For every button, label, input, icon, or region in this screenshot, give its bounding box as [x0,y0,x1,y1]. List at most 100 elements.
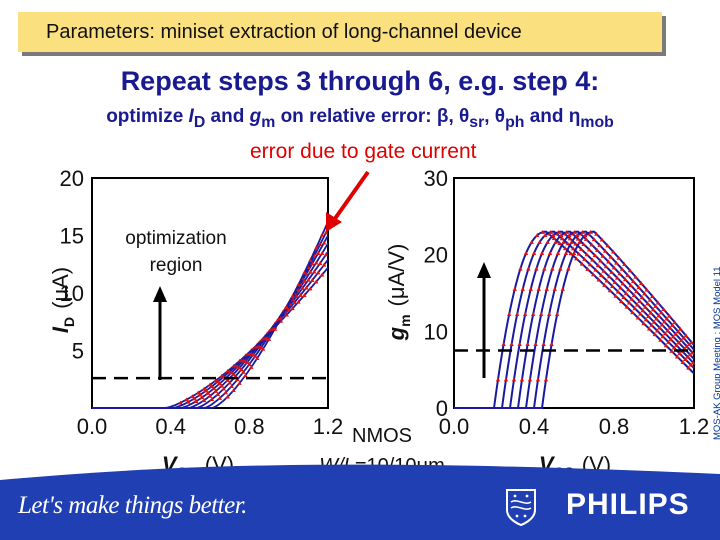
id-series-marker [321,240,327,245]
gm-series-marker [555,251,561,256]
gm-series-marker [548,229,553,234]
gm-series-marker [606,259,611,264]
gm-series-marker [604,278,609,283]
shield-logo-icon [506,489,536,526]
id-series-marker [196,390,201,395]
gm-series-marker [565,241,570,246]
gm-series-marker [641,321,646,326]
gm-series-marker [689,340,694,345]
id-series-marker [308,258,313,263]
gm-series-marker [557,241,562,246]
id-arrow-head [153,286,167,302]
id-series-marker [300,285,305,290]
id-series-marker [245,359,250,364]
id-series-marker [255,355,260,360]
gm-series-marker [630,310,635,315]
gm-series-marker [647,297,653,302]
gm-series-marker [572,229,577,234]
gm-xtick-label: 0.4 [519,414,550,439]
gm-series-marker [677,351,682,356]
gm-ylabel-symbol: g [384,326,409,341]
gm-series-marker [595,248,600,253]
id-series-marker [290,293,295,298]
gm-series-marker [639,295,645,300]
gm-series-marker [534,266,539,271]
gm-series-marker [559,233,564,238]
gm-series-marker [614,260,619,265]
id-series-marker [227,380,232,385]
id-ytick-label: 10 [60,281,84,306]
id-series-marker [205,390,211,395]
id-ylabel-unit: (μA) [48,267,73,309]
subheading-text: optimize [106,106,189,127]
gm-series-marker [638,311,643,316]
ph-subscript: ph [505,113,525,131]
id-series-marker [239,367,244,372]
gm-series-marker [571,251,577,256]
id-series-marker [323,252,329,257]
id-series-marker [317,260,323,265]
gm-ytick-label: 10 [424,319,448,344]
id-series-marker [215,392,221,397]
id-series-marker [323,230,329,235]
gm-series-marker [526,266,531,271]
gm-series-marker [549,342,554,347]
id-series-marker [194,398,199,403]
gm-series-marker [567,236,573,241]
gm-series-marker [610,283,615,288]
gm-series-marker [665,328,670,333]
id-series-marker [272,326,278,331]
gm-series-marker [619,299,624,304]
gm-series-marker [684,344,689,349]
gm-arrow-head [477,262,491,278]
gm-series-marker [584,252,589,257]
gm-series-marker [589,242,594,247]
subheading-text: on relative error: β, θ [275,106,470,127]
charts-canvas: optimization region 5 10 15 20 0.0 0.4 0.8 1.2… [48,166,710,480]
gm-series-marker [640,308,645,313]
gm-series-marker [603,264,609,269]
gm-series-marker [691,360,696,365]
id-series-marker [315,270,321,275]
id-ylabel-symbol: I [48,326,73,333]
gm-series-marker [629,296,634,301]
gm-symbol: g [249,106,262,127]
id-series-marker [319,232,325,237]
gm-series-marker [659,322,665,327]
gm-series-marker [599,273,604,278]
gm-xtick-label: 0.8 [599,414,630,439]
id-plot-frame [91,177,329,409]
id-series-marker [217,381,223,386]
gm-series-marker [598,258,603,263]
gm-series-marker [634,289,639,294]
gm-series-marker [561,239,566,244]
gm-series-marker [512,286,517,291]
gm-series-marker [628,283,633,288]
id-series-marker [209,384,215,389]
gm-series-marker [651,307,656,312]
gm-series-marker [622,261,627,266]
region-label-line1: optimization [125,228,226,249]
gm-series-marker [671,345,677,350]
gm-series-marker [648,310,653,315]
gm-series-marker [537,239,542,244]
gm-series-marker [576,251,581,256]
id-symbol: I [188,106,194,127]
gm-series-marker [551,236,557,241]
gm-series-marker [556,229,561,234]
id-chart: optimization region 5 10 15 20 0.0 0.4 0.8 1.2… [48,166,343,480]
footer-tagline: Let's make things better. [18,492,247,519]
gm-ytick-label: 20 [424,243,448,268]
gm-series-marker [575,236,581,241]
id-xtick-labels: 0.0 0.4 0.8 1.2 [77,414,344,439]
gm-series-marker [683,356,688,361]
footer-brand: PHILIPS [566,488,690,521]
gm-series-marker [553,239,558,244]
gm-series-marker [581,241,586,246]
id-series-group [92,221,329,409]
gm-series-marker [539,311,544,316]
id-series-marker [253,353,258,358]
id-series-marker [290,306,295,311]
gm-series-marker [664,316,669,321]
gm-series-marker [580,229,585,234]
